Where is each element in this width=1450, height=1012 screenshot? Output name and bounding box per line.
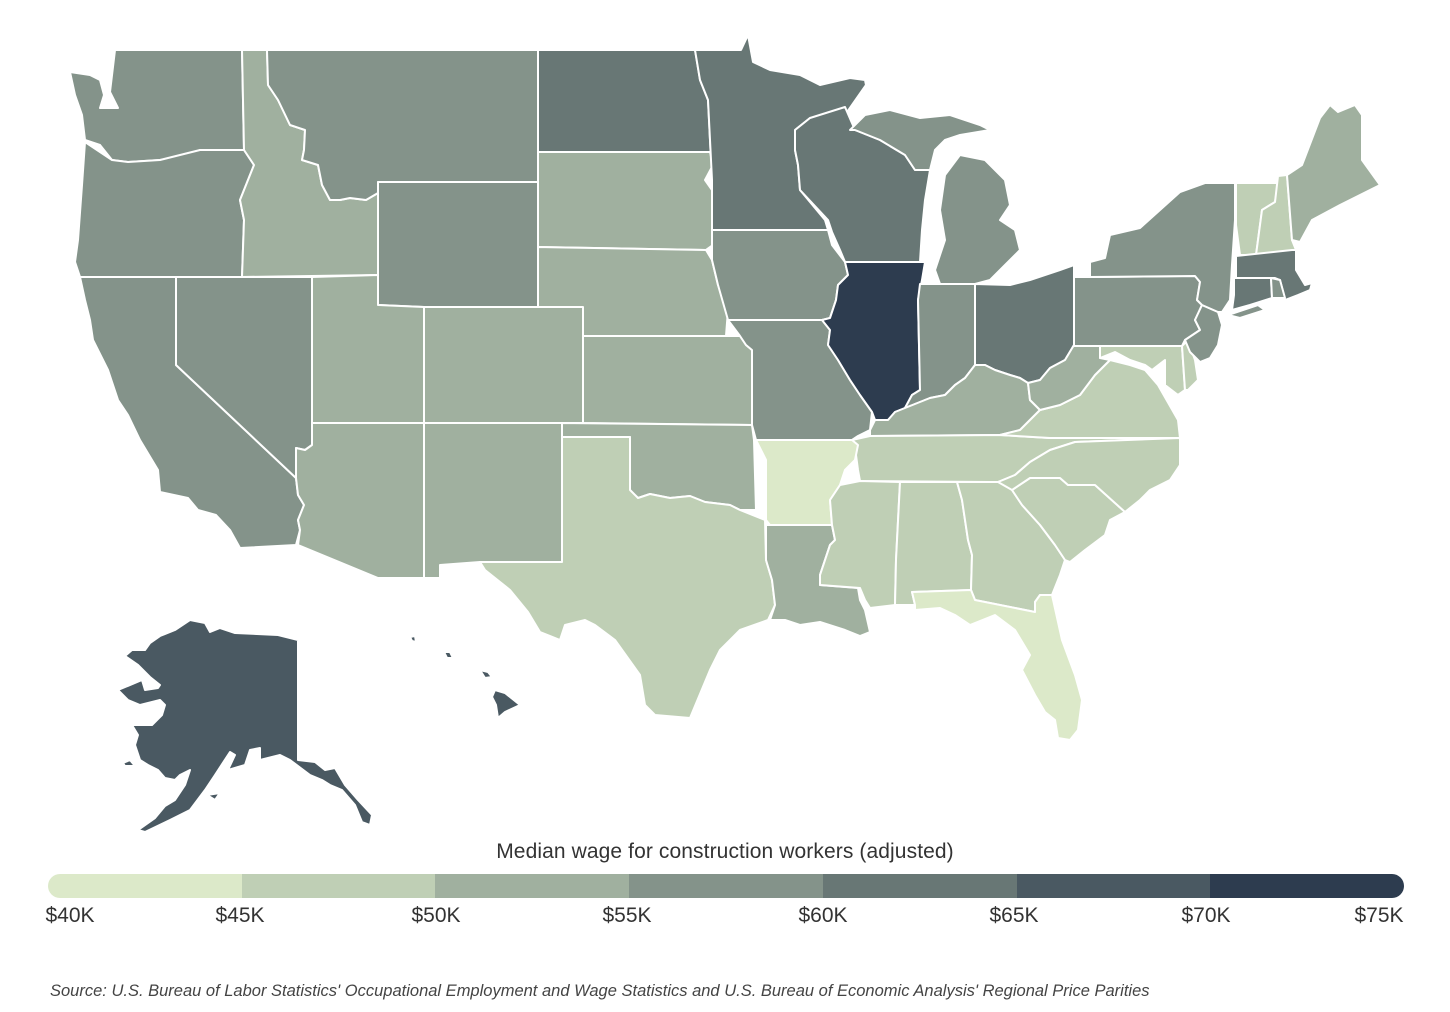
state-iowa[interactable] — [711, 229, 849, 321]
legend-bin-45-50k — [241, 874, 436, 898]
state-west-virginia[interactable] — [1027, 344, 1111, 411]
state-pennsylvania[interactable] — [1073, 275, 1203, 347]
legend-bin-65-70k — [1016, 874, 1211, 898]
legend-ticks: $40K $45K $50K $55K $60K $65K $70K $75K — [0, 904, 1450, 934]
state-wyoming[interactable] — [377, 181, 539, 308]
state-maine[interactable] — [1286, 104, 1381, 243]
legend-tick: $70K — [1181, 904, 1231, 927]
state-colorado[interactable] — [423, 306, 584, 424]
legend-bin-40-45k — [48, 874, 242, 898]
source-note: Source: U.S. Bureau of Labor Statistics'… — [50, 982, 1150, 1000]
legend-bin-55-60k — [629, 874, 823, 898]
legend-bin-50-55k — [435, 874, 630, 898]
us-choropleth-map — [69, 34, 1381, 833]
state-new-jersey[interactable] — [1184, 304, 1223, 363]
state-kansas[interactable] — [582, 335, 753, 426]
state-texas[interactable] — [479, 436, 776, 719]
state-washington[interactable] — [69, 49, 245, 163]
state-rhode-island[interactable] — [1270, 277, 1286, 299]
state-alabama[interactable] — [894, 481, 973, 606]
legend-tick: $60K — [798, 904, 848, 927]
color-scale-legend — [48, 874, 1404, 898]
state-michigan[interactable] — [849, 109, 1021, 285]
legend-bin-70-75k — [1210, 874, 1404, 898]
legend-title: Median wage for construction workers (ad… — [496, 840, 954, 863]
legend-tick: $55K — [602, 904, 652, 927]
legend-tick: $75K — [1354, 904, 1404, 927]
state-south-dakota[interactable] — [537, 151, 714, 251]
state-oregon[interactable] — [74, 141, 255, 278]
state-north-carolina[interactable] — [997, 437, 1181, 513]
state-florida[interactable] — [911, 589, 1083, 741]
legend-bin-60-65k — [822, 874, 1017, 898]
state-nebraska[interactable] — [537, 246, 729, 337]
state-new-mexico[interactable] — [423, 422, 563, 579]
state-hawaii[interactable] — [409, 635, 521, 719]
state-alaska[interactable] — [89, 619, 373, 833]
legend-tick: $45K — [215, 904, 265, 927]
legend-tick: $50K — [411, 904, 461, 927]
state-connecticut[interactable] — [1231, 277, 1273, 311]
state-arizona[interactable] — [295, 422, 425, 579]
legend-tick: $65K — [989, 904, 1039, 927]
legend-tick: $40K — [45, 904, 95, 927]
